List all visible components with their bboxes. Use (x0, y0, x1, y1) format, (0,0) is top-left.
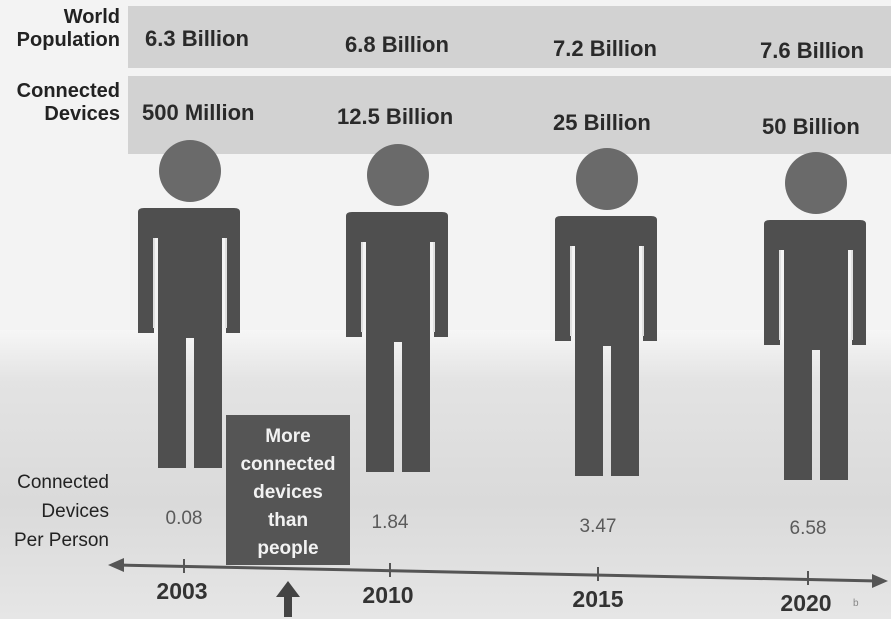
per-person-row-label: Connected Devices Per Person (13, 472, 109, 551)
person-figure-2010 (346, 144, 448, 472)
per-person-2010: 1.84 (371, 512, 409, 533)
year-2003: 2003 (156, 578, 208, 604)
population-2015: 7.2 Billion (553, 36, 657, 61)
devices-2003: 500 Million (142, 100, 255, 125)
devices-2015: 25 Billion (553, 110, 651, 135)
population-row-label: World Population (16, 6, 120, 51)
population-band (128, 6, 891, 68)
per-person-2015: 3.47 (579, 516, 617, 537)
up-arrow-icon (276, 581, 300, 617)
population-2003: 6.3 Billion (145, 26, 249, 51)
population-2010: 6.8 Billion (345, 32, 449, 57)
devices-2010: 12.5 Billion (337, 104, 454, 129)
person-figure-2003 (138, 140, 240, 468)
year-2015: 2015 (572, 586, 624, 612)
year-2020: 2020 (780, 590, 832, 616)
callout-more-devices-than-people: More connected devices than people (226, 415, 350, 565)
year-2010: 2010 (362, 582, 414, 608)
devices-band (128, 76, 891, 154)
footnote-mark: b (853, 598, 859, 609)
per-person-2003: 0.08 (165, 508, 203, 529)
population-2020: 7.6 Billion (760, 38, 864, 63)
devices-row-label: Connected Devices (16, 80, 120, 125)
devices-2020: 50 Billion (762, 114, 860, 139)
person-figure-2015 (555, 148, 657, 476)
person-figure-2020 (764, 152, 866, 480)
timeline-axis (108, 558, 888, 617)
per-person-2020: 6.58 (789, 518, 827, 539)
